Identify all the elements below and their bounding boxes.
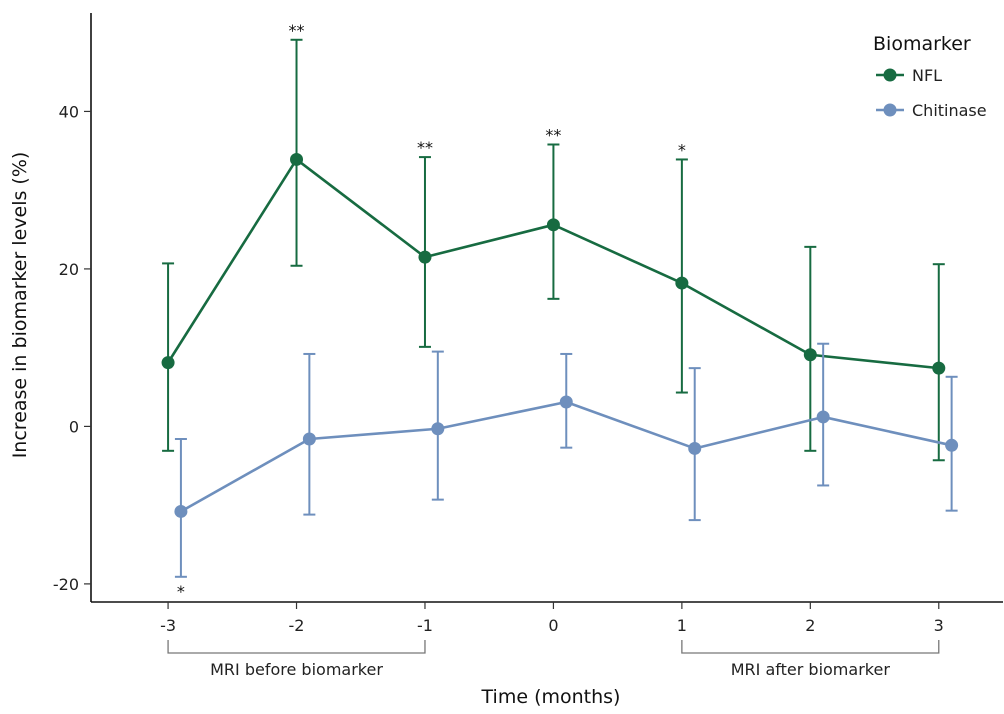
x-axis-ticks: -3 -2 -1 0 1 2 3 — [160, 602, 944, 635]
y-tick-label: 0 — [69, 417, 79, 436]
legend-label: Chitinase — [912, 101, 987, 120]
interval-annotations: MRI before biomarker MRI after biomarker — [167, 640, 940, 679]
legend-title: Biomarker — [873, 33, 971, 55]
legend-marker — [883, 103, 897, 117]
x-tick-label: 3 — [934, 616, 944, 635]
data-point — [431, 422, 445, 436]
legend: Biomarker NFL Chitinase — [873, 33, 987, 120]
series-layer: ******** — [161, 21, 959, 601]
x-tick-label: 2 — [805, 616, 815, 635]
significance-marker: ** — [417, 138, 433, 157]
error-bar — [675, 158, 688, 394]
x-axis-title: Time (months) — [481, 686, 621, 708]
legend-marker — [883, 68, 897, 82]
data-point — [546, 218, 560, 232]
data-point — [688, 441, 702, 455]
series-nfl: ******* — [161, 21, 946, 462]
legend-item-nfl: NFL — [876, 66, 942, 85]
error-bar — [290, 38, 303, 267]
data-point — [675, 276, 689, 290]
x-tick-label: 0 — [548, 616, 558, 635]
significance-marker: ** — [289, 21, 305, 40]
significance-marker: ** — [545, 126, 561, 145]
bracket-label: MRI after biomarker — [731, 660, 891, 679]
data-point — [418, 250, 432, 264]
bracket-line — [167, 640, 426, 654]
x-tick-label: 1 — [677, 616, 687, 635]
legend-label: NFL — [912, 66, 942, 85]
data-point — [161, 356, 175, 370]
bracket-label: MRI before biomarker — [210, 660, 383, 679]
x-tick-label: -3 — [160, 616, 176, 635]
y-tick-label: 20 — [59, 260, 79, 279]
axes — [90, 13, 1003, 603]
x-tick-label: -2 — [289, 616, 305, 635]
series-chitinase: * — [174, 342, 959, 601]
data-point — [816, 410, 830, 424]
data-point — [290, 152, 304, 166]
significance-marker: * — [678, 140, 686, 159]
y-tick-label: -20 — [53, 575, 79, 594]
y-axis-title: Increase in biomarker levels (%) — [9, 152, 31, 459]
data-point — [932, 361, 946, 375]
significance-marker: * — [177, 582, 185, 601]
bracket-line — [681, 640, 940, 654]
interval-bracket: MRI before biomarker — [167, 640, 426, 679]
y-tick-label: 40 — [59, 102, 79, 121]
x-tick-label: -1 — [417, 616, 433, 635]
legend-item-chitinase: Chitinase — [876, 101, 987, 120]
data-point — [945, 438, 959, 452]
y-axis-ticks: -20 0 20 40 — [53, 102, 91, 594]
interval-bracket: MRI after biomarker — [681, 640, 940, 679]
data-point — [302, 432, 316, 446]
data-point — [174, 504, 188, 518]
data-point — [559, 395, 573, 409]
data-point — [803, 348, 817, 362]
